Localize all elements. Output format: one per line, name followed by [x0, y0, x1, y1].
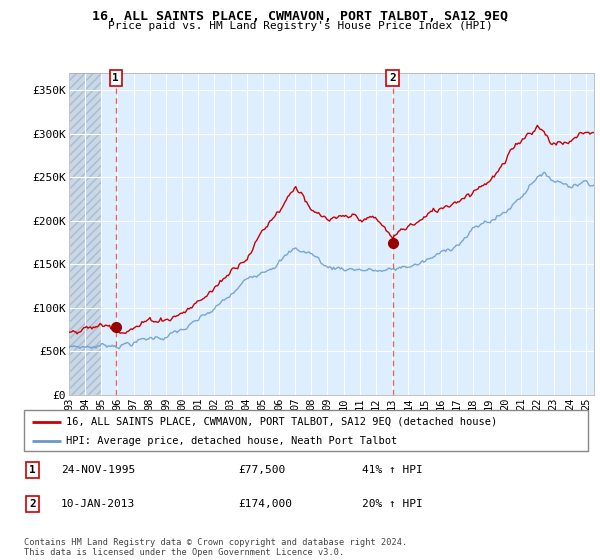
Text: 2: 2 [29, 499, 36, 509]
FancyBboxPatch shape [24, 410, 588, 451]
Text: Contains HM Land Registry data © Crown copyright and database right 2024.
This d: Contains HM Land Registry data © Crown c… [24, 538, 407, 557]
Text: 10-JAN-2013: 10-JAN-2013 [61, 499, 135, 509]
Text: £77,500: £77,500 [238, 465, 286, 475]
Text: 2: 2 [389, 73, 396, 83]
Text: £174,000: £174,000 [238, 499, 292, 509]
Text: 24-NOV-1995: 24-NOV-1995 [61, 465, 135, 475]
Text: 1: 1 [112, 73, 119, 83]
Text: 41% ↑ HPI: 41% ↑ HPI [362, 465, 423, 475]
Text: Price paid vs. HM Land Registry's House Price Index (HPI): Price paid vs. HM Land Registry's House … [107, 21, 493, 31]
Text: HPI: Average price, detached house, Neath Port Talbot: HPI: Average price, detached house, Neat… [66, 436, 398, 446]
Text: 1: 1 [29, 465, 36, 475]
Text: 20% ↑ HPI: 20% ↑ HPI [362, 499, 423, 509]
Text: 16, ALL SAINTS PLACE, CWMAVON, PORT TALBOT, SA12 9EQ (detached house): 16, ALL SAINTS PLACE, CWMAVON, PORT TALB… [66, 417, 497, 427]
Text: 16, ALL SAINTS PLACE, CWMAVON, PORT TALBOT, SA12 9EQ: 16, ALL SAINTS PLACE, CWMAVON, PORT TALB… [92, 10, 508, 22]
